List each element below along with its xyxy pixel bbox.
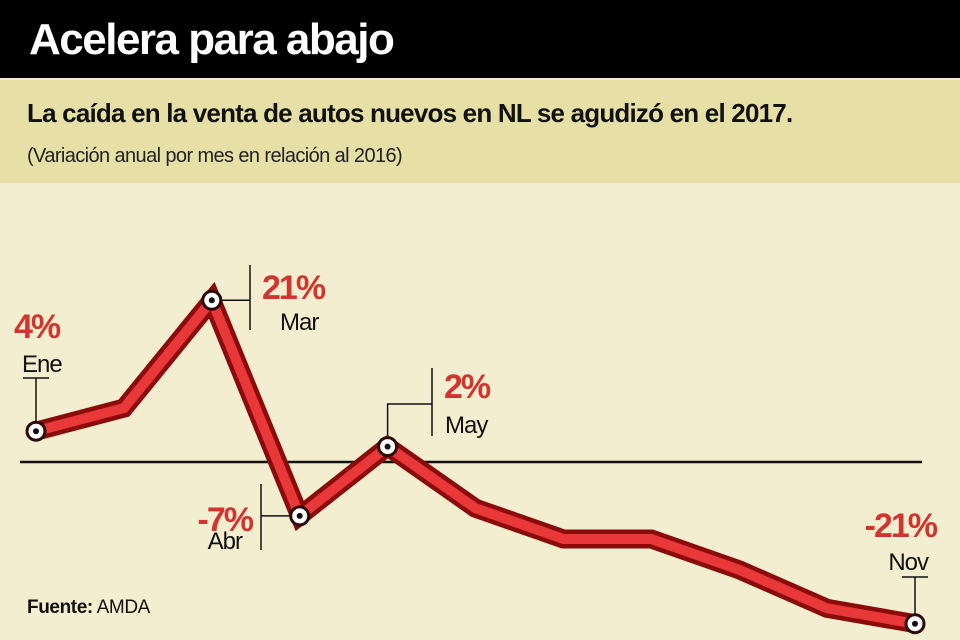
source-note: Fuente: AMDA	[27, 597, 150, 619]
value-label: -21%	[865, 507, 938, 545]
data-point-marker	[289, 505, 311, 527]
point-markers	[25, 289, 926, 635]
month-label: May	[445, 412, 488, 439]
header-bar: Acelera para abajo	[0, 0, 960, 78]
value-label: 21%	[262, 269, 326, 307]
month-label: Ene	[22, 351, 62, 378]
subtitle-band	[0, 80, 960, 183]
source-value: AMDA	[96, 597, 151, 618]
annotation-labels: 4% Ene 21%Mar -7%Abr 2% May -21% Nov	[14, 269, 940, 576]
leader-line	[386, 403, 432, 447]
chart-title: Acelera para abajo	[29, 15, 395, 64]
month-label: Abr	[208, 528, 243, 555]
value-label: -7%	[198, 501, 254, 539]
series-line	[34, 290, 916, 629]
data-point-marker	[377, 436, 399, 458]
data-point-marker	[201, 289, 223, 311]
data-point-marker	[904, 613, 926, 635]
source-label: Fuente:	[27, 597, 93, 618]
value-label: 4%	[14, 308, 61, 346]
annotation-may	[386, 368, 433, 447]
month-label: Mar	[280, 309, 319, 336]
chart-note: (Variación anual por mes en relación al …	[27, 145, 403, 167]
chart-subtitle: La caída en la venta de autos nuevos en …	[27, 98, 793, 128]
data-point-marker	[25, 420, 47, 442]
value-label: 2%	[444, 368, 491, 406]
annotation-leaders	[23, 265, 928, 624]
month-label: Nov	[888, 549, 929, 576]
